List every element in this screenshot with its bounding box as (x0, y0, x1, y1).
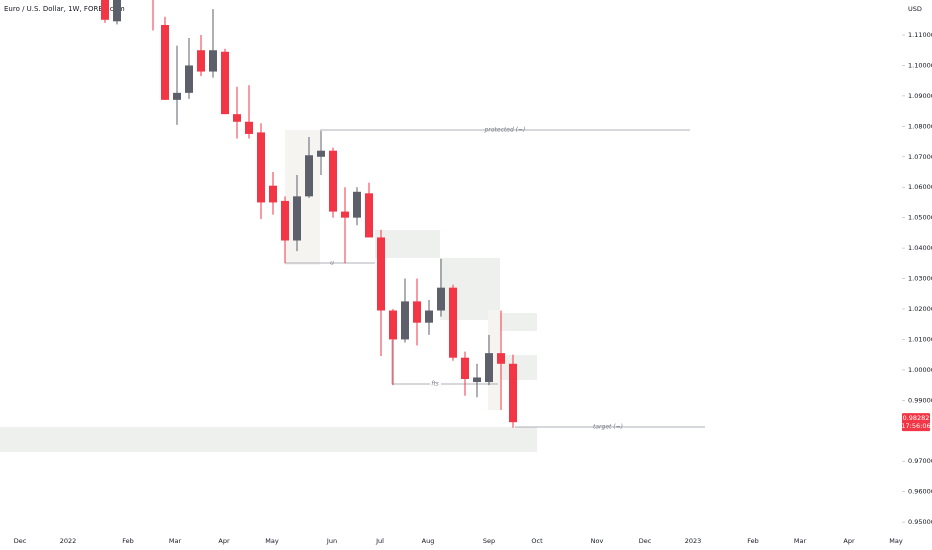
candle-body (389, 310, 397, 340)
zone (0, 427, 537, 452)
candle-body (413, 301, 421, 323)
candle-body (257, 132, 265, 203)
candle-body (485, 353, 493, 383)
x-tick-label: Feb (122, 537, 134, 545)
candle-body (437, 287, 445, 311)
candle-body (185, 65, 193, 93)
candle-body (365, 193, 373, 238)
candle-body (353, 191, 361, 218)
candle-body (245, 121, 253, 134)
x-tick-label: Dec (639, 537, 652, 545)
candle-body (233, 114, 241, 122)
x-tick-label: Sep (483, 537, 495, 545)
y-tick-label: 1.09000 (908, 92, 932, 100)
candle-body (173, 92, 181, 100)
candle-body (221, 51, 229, 115)
y-tick-label: 1.08000 (908, 122, 932, 130)
candle-body (377, 237, 385, 311)
y-tick-label: 1.11000 (908, 31, 932, 39)
annotation: target (=) (593, 424, 623, 431)
candle-body (425, 310, 433, 323)
currency: USD (908, 5, 922, 13)
last-price-box (902, 413, 930, 432)
candles (101, 0, 517, 428)
annotation: u (330, 260, 334, 267)
candle-body (329, 150, 337, 212)
y-tick-label: 1.02000 (908, 305, 932, 313)
x-tick-label: 2023 (685, 537, 702, 545)
candle-body (269, 185, 277, 203)
x-tick-label: Dec (14, 537, 27, 545)
x-tick-label: Jun (326, 537, 337, 545)
last-price: 0.98282 (903, 414, 930, 422)
candle-body (113, 0, 121, 22)
y-tick-label: 1.05000 (908, 214, 932, 222)
candle-body (461, 357, 469, 380)
x-tick-label: Mar (169, 537, 182, 545)
zone (375, 230, 440, 258)
candle-body (497, 353, 505, 364)
zone (500, 355, 537, 380)
x-tick-label: Aug (422, 537, 435, 545)
x-tick-label: Mar (794, 537, 807, 545)
x-tick-label: Nov (591, 537, 604, 545)
x-tick-label: Oct (531, 537, 543, 545)
y-tick-label: 1.04000 (908, 244, 932, 252)
candle-body (209, 50, 217, 72)
zone (285, 130, 320, 265)
annotation: fts (431, 381, 439, 388)
candle-body (305, 155, 313, 197)
zones (0, 130, 537, 452)
candle-body (341, 211, 349, 218)
zone (488, 310, 500, 410)
x-tick-label: Apr (218, 537, 230, 545)
countdown: 17:56:06 (901, 422, 930, 430)
y-tick-label: 1.03000 (908, 275, 932, 283)
zone (500, 313, 537, 331)
x-tick-label: May (889, 537, 903, 545)
y-tick-label: 0.95000 (908, 518, 932, 526)
x-tick-label: Apr (843, 537, 855, 545)
candle-body (449, 287, 457, 358)
candle-body (161, 24, 169, 100)
candle-body (101, 0, 109, 20)
x-tick-label: Feb (747, 537, 759, 545)
annotation: protected (=) (484, 127, 526, 134)
x-tick-label: May (265, 537, 279, 545)
candle-body (401, 301, 409, 340)
candle-body (509, 363, 517, 423)
x-tick-label: 2022 (60, 537, 77, 545)
candle-body (197, 50, 205, 72)
y-tick-label: 1.10000 (908, 61, 932, 69)
y-tick-label: 1.07000 (908, 153, 932, 161)
y-tick-label: 1.01000 (908, 335, 932, 343)
candle-body (293, 196, 301, 241)
chart-title: Euro / U.S. Dollar, 1W, FOREX.com (4, 5, 125, 13)
candle-body (317, 150, 325, 157)
x-tick-label: Jul (375, 537, 384, 545)
y-tick-label: 1.06000 (908, 183, 932, 191)
candle-body (281, 200, 289, 241)
candle-body (473, 377, 481, 383)
